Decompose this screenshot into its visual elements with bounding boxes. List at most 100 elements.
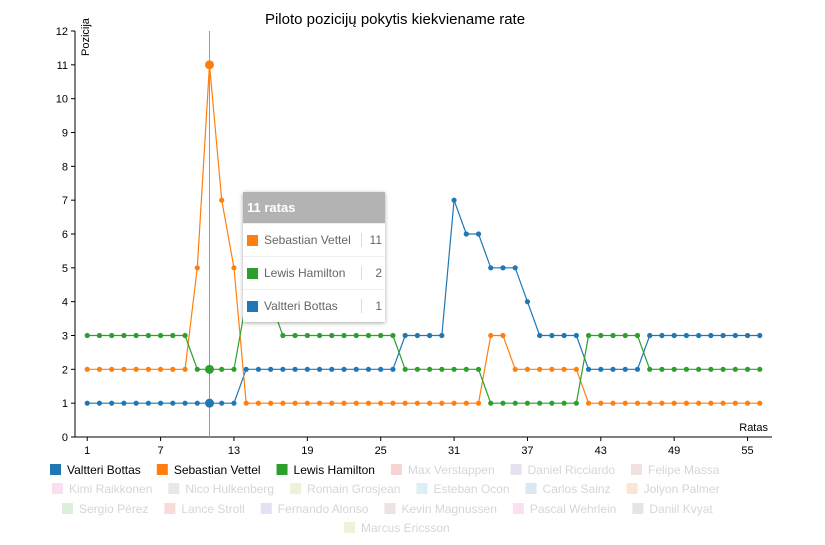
data-point[interactable]	[121, 366, 127, 372]
data-point[interactable]	[170, 366, 176, 372]
data-point[interactable]	[145, 366, 151, 372]
data-point[interactable]	[732, 366, 738, 372]
data-point[interactable]	[744, 400, 751, 406]
data-point[interactable]	[182, 366, 188, 372]
data-point[interactable]	[231, 265, 237, 271]
data-point[interactable]	[475, 400, 482, 406]
data-point[interactable]	[475, 231, 482, 237]
data-point[interactable]	[316, 332, 323, 339]
legend-item[interactable]: Daniil Kvyat	[632, 502, 713, 516]
legend-item[interactable]: Sergio Pérez	[62, 502, 148, 516]
data-point[interactable]	[157, 366, 164, 372]
data-point[interactable]	[744, 366, 751, 372]
data-point[interactable]	[231, 400, 237, 406]
data-point[interactable]	[329, 400, 335, 406]
data-point[interactable]	[414, 400, 420, 406]
data-point[interactable]	[537, 400, 543, 406]
data-point[interactable]	[219, 366, 225, 372]
data-point[interactable]	[96, 332, 103, 339]
data-point[interactable]	[268, 366, 274, 372]
data-point[interactable]	[205, 364, 215, 374]
data-point[interactable]	[757, 366, 763, 372]
data-point[interactable]	[524, 299, 531, 305]
data-point[interactable]	[243, 366, 249, 372]
data-point[interactable]	[304, 400, 310, 406]
data-point[interactable]	[671, 400, 677, 406]
data-point[interactable]	[659, 332, 665, 339]
data-point[interactable]	[109, 400, 115, 406]
data-point[interactable]	[182, 332, 188, 339]
data-point[interactable]	[182, 400, 188, 406]
data-point[interactable]	[573, 366, 579, 372]
data-point[interactable]	[488, 400, 494, 406]
data-point[interactable]	[696, 332, 702, 339]
legend-item[interactable]: Lewis Hamilton	[276, 463, 375, 477]
data-point[interactable]	[205, 60, 215, 70]
data-point[interactable]	[561, 366, 567, 372]
data-point[interactable]	[732, 400, 738, 406]
data-point[interactable]	[647, 366, 653, 372]
data-point[interactable]	[390, 366, 396, 372]
data-point[interactable]	[205, 398, 215, 408]
data-point[interactable]	[610, 332, 616, 339]
data-point[interactable]	[585, 366, 592, 372]
data-point[interactable]	[427, 400, 433, 406]
data-point[interactable]	[475, 366, 482, 372]
data-point[interactable]	[255, 366, 262, 372]
data-point[interactable]	[708, 366, 714, 372]
data-point[interactable]	[683, 400, 690, 406]
data-point[interactable]	[585, 332, 592, 339]
data-point[interactable]	[365, 366, 372, 372]
data-point[interactable]	[121, 332, 127, 339]
data-point[interactable]	[659, 400, 665, 406]
data-point[interactable]	[732, 332, 738, 339]
data-point[interactable]	[378, 332, 384, 339]
data-point[interactable]	[573, 332, 579, 339]
data-point[interactable]	[219, 400, 225, 406]
data-point[interactable]	[133, 366, 139, 372]
data-point[interactable]	[451, 366, 457, 372]
data-point[interactable]	[622, 332, 628, 339]
legend-item[interactable]: Esteban Ocon	[416, 482, 510, 496]
data-point[interactable]	[353, 366, 359, 372]
data-point[interactable]	[121, 400, 127, 406]
data-point[interactable]	[427, 332, 433, 339]
data-point[interactable]	[341, 400, 347, 406]
data-point[interactable]	[610, 400, 616, 406]
legend-item[interactable]: Fernando Alonso	[260, 502, 369, 516]
data-point[interactable]	[549, 400, 555, 406]
legend-item[interactable]: Marcus Ericsson	[344, 521, 450, 535]
legend-item[interactable]: Valtteri Bottas	[50, 463, 141, 477]
data-point[interactable]	[390, 400, 396, 406]
data-point[interactable]	[598, 366, 604, 372]
data-point[interactable]	[194, 366, 200, 372]
data-point[interactable]	[634, 332, 641, 339]
legend-item[interactable]: Daniel Ricciardo	[510, 463, 616, 477]
data-point[interactable]	[439, 332, 445, 339]
data-point[interactable]	[329, 332, 335, 339]
data-point[interactable]	[231, 366, 237, 372]
legend-item[interactable]: Romain Grosjean	[290, 482, 400, 496]
data-point[interactable]	[219, 197, 225, 203]
data-point[interactable]	[145, 400, 151, 406]
data-point[interactable]	[524, 366, 531, 372]
data-point[interactable]	[96, 400, 103, 406]
data-point[interactable]	[634, 366, 641, 372]
data-point[interactable]	[671, 332, 677, 339]
data-point[interactable]	[145, 332, 151, 339]
legend-item[interactable]: Sebastian Vettel	[156, 463, 261, 477]
data-point[interactable]	[304, 332, 310, 339]
data-point[interactable]	[292, 366, 298, 372]
data-point[interactable]	[280, 332, 286, 339]
data-point[interactable]	[341, 332, 347, 339]
data-point[interactable]	[109, 366, 115, 372]
data-point[interactable]	[427, 366, 433, 372]
data-point[interactable]	[622, 400, 628, 406]
data-point[interactable]	[243, 400, 249, 406]
data-point[interactable]	[659, 366, 665, 372]
data-point[interactable]	[439, 400, 445, 406]
data-point[interactable]	[84, 366, 90, 372]
data-point[interactable]	[451, 197, 457, 203]
data-point[interactable]	[683, 366, 690, 372]
data-point[interactable]	[316, 400, 323, 406]
